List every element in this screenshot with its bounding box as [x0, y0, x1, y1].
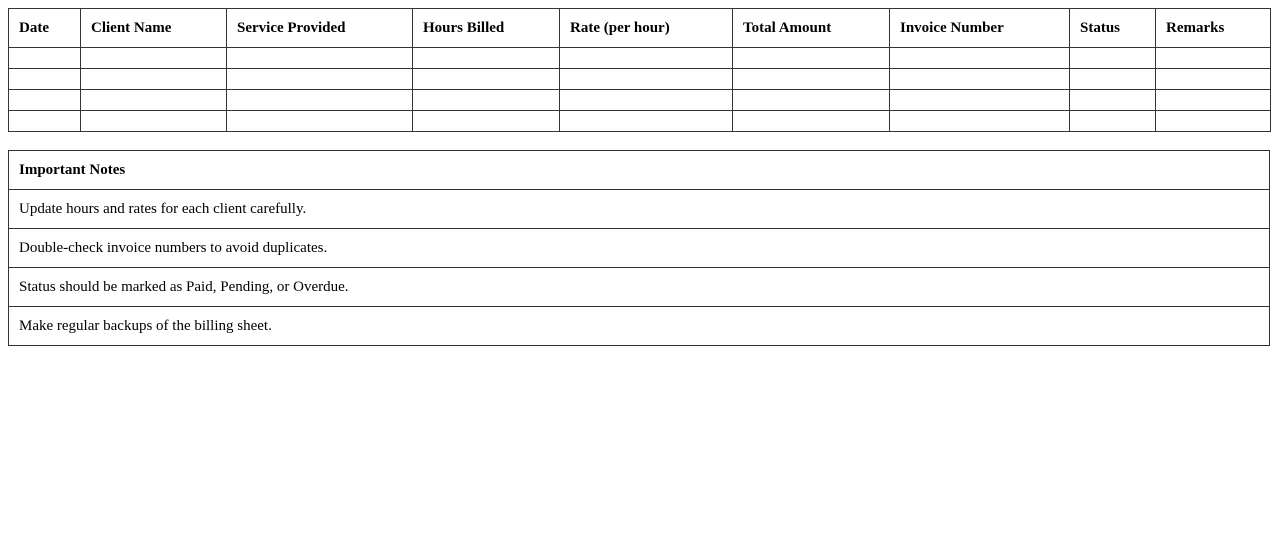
- table-cell[interactable]: [1155, 110, 1271, 132]
- note-row: Make regular backups of the billing shee…: [8, 306, 1270, 346]
- billing-table: Date Client Name Service Provided Hours …: [8, 8, 1271, 132]
- header-client-name: Client Name: [80, 8, 227, 48]
- note-row: Status should be marked as Paid, Pending…: [8, 267, 1270, 307]
- table-cell[interactable]: [559, 68, 733, 90]
- header-date: Date: [8, 8, 81, 48]
- table-cell[interactable]: [889, 68, 1070, 90]
- table-row: [8, 47, 1271, 69]
- table-cell[interactable]: [732, 89, 890, 111]
- table-cell[interactable]: [732, 68, 890, 90]
- table-cell[interactable]: [1069, 110, 1156, 132]
- table-cell[interactable]: [1155, 68, 1271, 90]
- header-service-provided: Service Provided: [226, 8, 413, 48]
- table-cell[interactable]: [80, 68, 227, 90]
- table-row: [8, 89, 1271, 111]
- notes-title-row: Important Notes: [8, 150, 1270, 190]
- table-cell[interactable]: [8, 68, 81, 90]
- table-row: [8, 110, 1271, 132]
- table-cell[interactable]: [8, 89, 81, 111]
- table-cell[interactable]: [226, 89, 413, 111]
- header-invoice-number: Invoice Number: [889, 8, 1070, 48]
- table-cell[interactable]: [80, 110, 227, 132]
- table-cell[interactable]: [1069, 68, 1156, 90]
- note-row: Double-check invoice numbers to avoid du…: [8, 228, 1270, 268]
- header-rate: Rate (per hour): [559, 8, 733, 48]
- table-cell[interactable]: [412, 68, 560, 90]
- table-cell[interactable]: [889, 47, 1070, 69]
- table-cell[interactable]: [226, 47, 413, 69]
- notes-table: Important Notes Update hours and rates f…: [8, 150, 1270, 346]
- header-status: Status: [1069, 8, 1156, 48]
- table-cell[interactable]: [559, 110, 733, 132]
- note-item: Update hours and rates for each client c…: [8, 189, 1270, 229]
- header-row: Date Client Name Service Provided Hours …: [8, 8, 1271, 48]
- header-hours-billed: Hours Billed: [412, 8, 560, 48]
- table-cell[interactable]: [80, 89, 227, 111]
- table-cell[interactable]: [732, 47, 890, 69]
- header-total-amount: Total Amount: [732, 8, 890, 48]
- table-cell[interactable]: [412, 89, 560, 111]
- table-cell[interactable]: [1069, 47, 1156, 69]
- note-row: Update hours and rates for each client c…: [8, 189, 1270, 229]
- table-cell[interactable]: [8, 47, 81, 69]
- note-item: Status should be marked as Paid, Pending…: [8, 267, 1270, 307]
- table-row: [8, 68, 1271, 90]
- table-cell[interactable]: [412, 47, 560, 69]
- table-cell[interactable]: [889, 89, 1070, 111]
- note-item: Make regular backups of the billing shee…: [8, 306, 1270, 346]
- table-cell[interactable]: [559, 89, 733, 111]
- note-item: Double-check invoice numbers to avoid du…: [8, 228, 1270, 268]
- table-cell[interactable]: [889, 110, 1070, 132]
- table-cell[interactable]: [226, 68, 413, 90]
- table-cell[interactable]: [8, 110, 81, 132]
- table-cell[interactable]: [1155, 47, 1271, 69]
- table-cell[interactable]: [1155, 89, 1271, 111]
- header-remarks: Remarks: [1155, 8, 1271, 48]
- table-cell[interactable]: [226, 110, 413, 132]
- table-cell[interactable]: [1069, 89, 1156, 111]
- notes-title: Important Notes: [8, 150, 1270, 190]
- table-cell[interactable]: [559, 47, 733, 69]
- table-cell[interactable]: [412, 110, 560, 132]
- table-cell[interactable]: [732, 110, 890, 132]
- table-cell[interactable]: [80, 47, 227, 69]
